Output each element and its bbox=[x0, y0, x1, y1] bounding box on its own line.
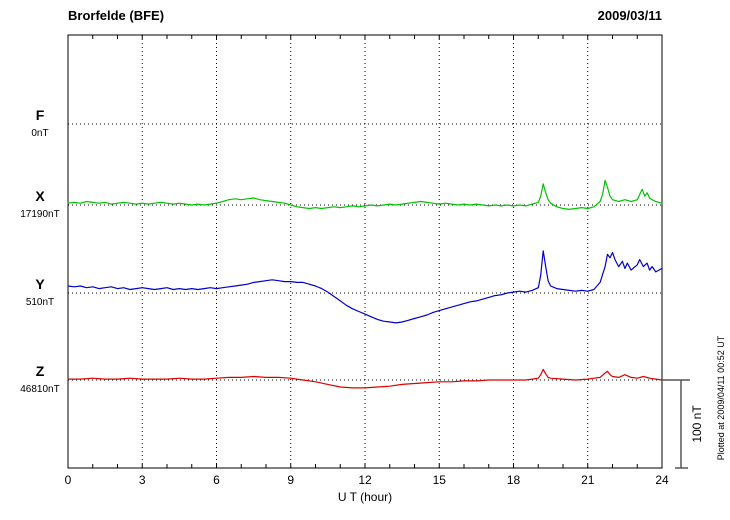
x-tick-label: 0 bbox=[65, 473, 72, 487]
trace-offset-x: 17190nT bbox=[20, 209, 59, 220]
trace-offset-z: 46810nT bbox=[20, 384, 59, 395]
x-tick-label: 9 bbox=[287, 473, 294, 487]
scale-bar: 100 nT bbox=[662, 379, 704, 469]
scale-bar-label: 100 nT bbox=[690, 405, 704, 443]
x-tick-label: 24 bbox=[655, 473, 669, 487]
x-tick-labels: 0 3 6 9 12 15 18 21 24 bbox=[65, 473, 669, 487]
axis-ticks bbox=[67, 35, 663, 468]
plot-date: 2009/03/11 bbox=[598, 8, 662, 23]
trace-offset-f: 0nT bbox=[31, 128, 48, 139]
plotted-at-note: Plotted at 2009/04/11 00:52 UT bbox=[716, 335, 726, 460]
x-tick-label: 18 bbox=[507, 473, 521, 487]
trace-lines bbox=[67, 179, 663, 389]
x-tick-label: 12 bbox=[358, 473, 372, 487]
x-tick-label: 15 bbox=[433, 473, 447, 487]
trace-letter-y: Y bbox=[35, 276, 45, 292]
trace-letter-x: X bbox=[35, 188, 45, 204]
trace-labels: F 0nT X 17190nT Y 510nT Z 46810nT bbox=[20, 107, 59, 395]
trace-letter-z: Z bbox=[36, 363, 45, 379]
trace-offset-y: 510nT bbox=[26, 297, 54, 308]
x-tick-label: 21 bbox=[581, 473, 595, 487]
trace-y bbox=[67, 250, 663, 324]
trace-z bbox=[67, 368, 663, 389]
x-tick-label: 3 bbox=[139, 473, 146, 487]
x-tick-label: 6 bbox=[213, 473, 220, 487]
gridlines bbox=[67, 35, 663, 468]
trace-x bbox=[67, 179, 663, 210]
x-axis-label: U T (hour) bbox=[338, 490, 392, 504]
trace-letter-f: F bbox=[36, 107, 45, 123]
station-title: Brorfelde (BFE) bbox=[68, 8, 164, 23]
